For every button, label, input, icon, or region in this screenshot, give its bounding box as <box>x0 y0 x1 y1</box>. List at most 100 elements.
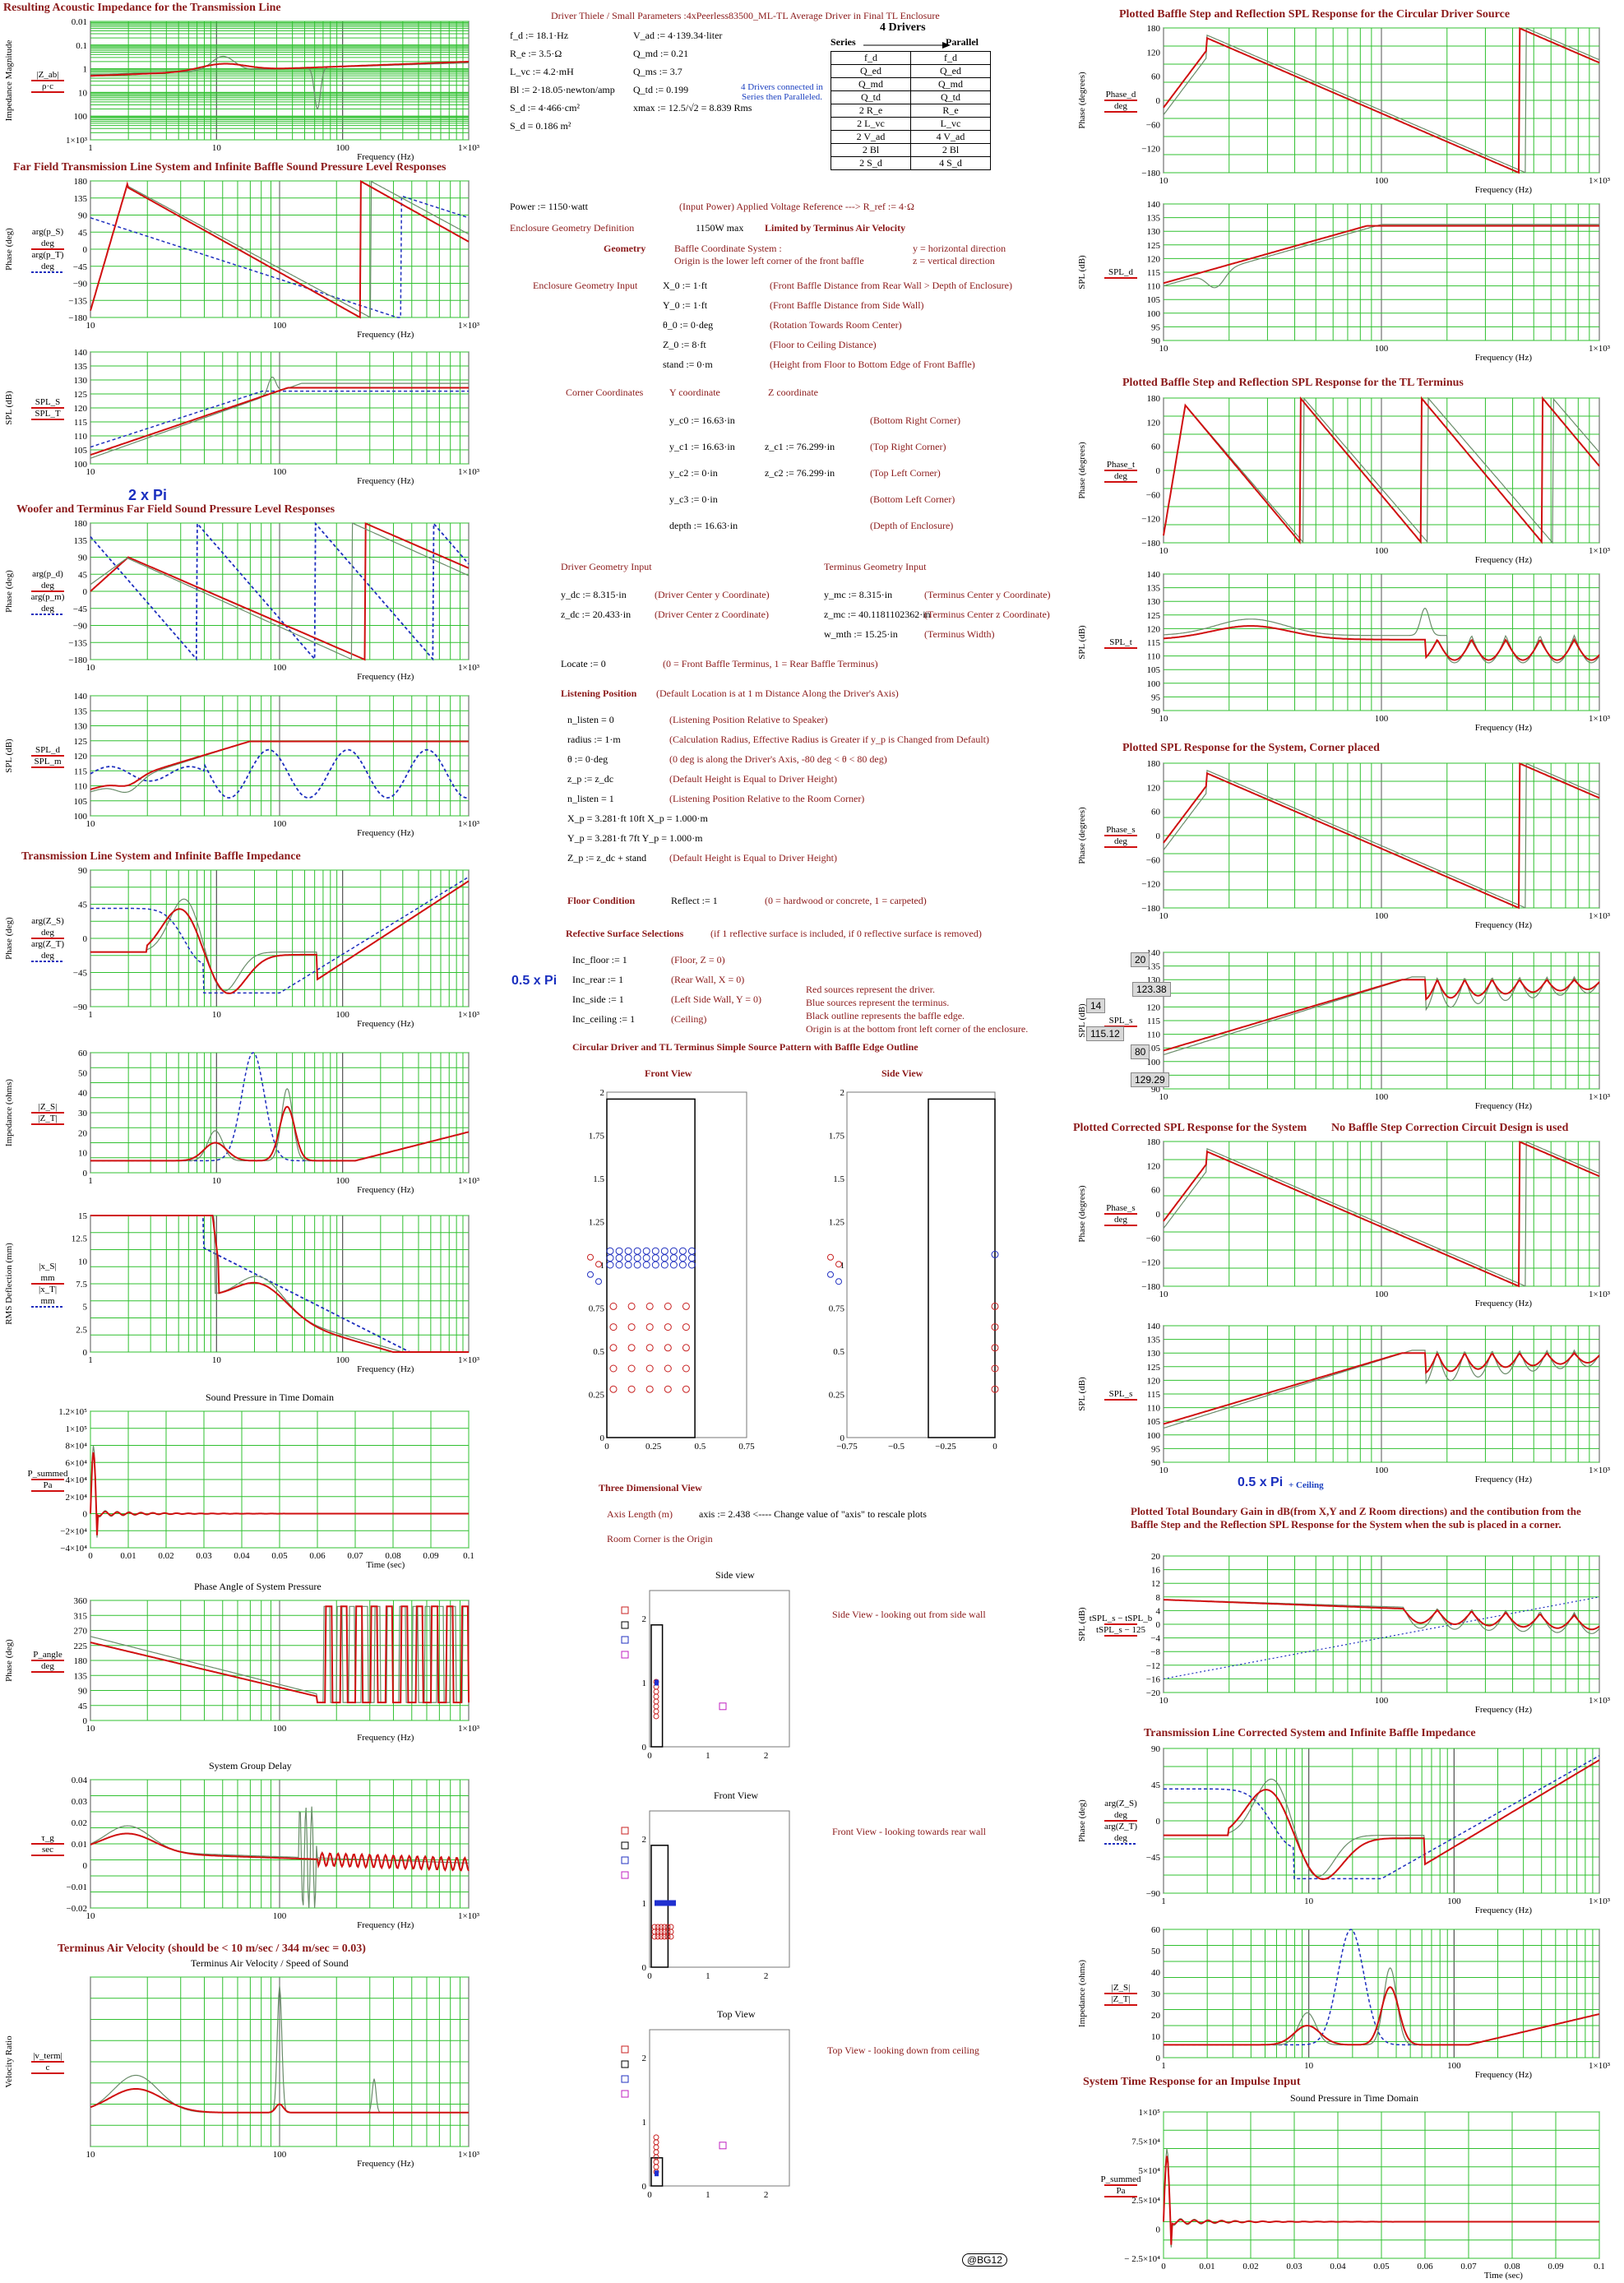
legend-entry: deg <box>41 604 54 614</box>
driver-source <box>991 1323 999 1331</box>
legend-entry: SPL_s <box>1109 1016 1133 1026</box>
y-tick-label: 130 <box>1147 227 1161 237</box>
x-tick-label: 0 <box>1161 2262 1166 2271</box>
y-axis-label: SPL (dB) <box>1077 1003 1087 1038</box>
listen-rows-cell: (0 deg is along the Driver's Axis, -80 d… <box>669 753 887 765</box>
axis-len: Axis Length (m) <box>607 1508 673 1520</box>
y-note: y = horizontal direction <box>913 243 1006 254</box>
series-line <box>90 1105 470 1162</box>
y-tick-label: 30 <box>78 1109 88 1118</box>
y-tick-label: 0 <box>642 2182 647 2192</box>
drivers-cell: 2 V_ad <box>831 130 911 144</box>
legend-entry: P_summed <box>1101 2174 1141 2184</box>
x-tick-label: 100 <box>1375 911 1389 921</box>
x-tick-label: 0 <box>604 1442 609 1452</box>
y-tick-label: 2.5 <box>76 1325 87 1335</box>
y-tick-label: 2 <box>840 1088 845 1098</box>
y-tick-label: 20 <box>1151 2011 1161 2021</box>
series-line <box>1163 1599 1600 1631</box>
y-tick-label: 100 <box>1147 1058 1161 1067</box>
params-left-cell: R_e := 3.5·Ω <box>510 48 562 59</box>
series-line <box>90 1605 470 1704</box>
section-title: Plotted Baffle Step and Reflection SPL R… <box>1122 377 1464 389</box>
series-line <box>90 876 470 994</box>
x-tick-label: 0.06 <box>309 1551 326 1561</box>
y-tick-label: 180 <box>74 1656 88 1666</box>
x-tick-label: 1 <box>1161 1896 1166 1906</box>
grid <box>1163 203 1600 341</box>
y-tick-label: 6×10⁴ <box>65 1458 87 1468</box>
x-tick-label: 1×10³ <box>458 1724 480 1734</box>
y-tick-label: 120 <box>1147 624 1161 634</box>
y-axis-label: SPL (dB) <box>1077 625 1087 660</box>
legend: |x_S|mm|x_T|mm <box>31 1262 64 1308</box>
driver-source <box>658 1924 664 1930</box>
y-tick-label: −120 <box>1141 145 1160 155</box>
chart-title: Sound Pressure in Time Domain <box>1290 2092 1419 2104</box>
y-tick-label: 8 <box>1156 1593 1161 1603</box>
legend-entry: c <box>46 2063 50 2072</box>
section-title: Woofer and Terminus Far Field Sound Pres… <box>16 503 335 516</box>
x-tick-label: 1 <box>88 1355 93 1365</box>
y-tick-label: 125 <box>74 390 88 400</box>
y-tick-label: 7.5 <box>76 1280 87 1290</box>
x-tick-label: 10 <box>86 2150 96 2160</box>
y-tick-label: −180 <box>1141 1282 1160 1292</box>
chart-title: Terminus Air Velocity / Speed of Sound <box>191 1957 349 1969</box>
x-tick-label: 0.02 <box>1242 2262 1258 2271</box>
x-tick-label: 10 <box>1159 1290 1169 1299</box>
geom-rows-cell: (Floor to Ceiling Distance) <box>770 339 877 350</box>
driver-source <box>609 1364 618 1373</box>
y-tick-label: 1.5 <box>593 1174 604 1184</box>
legend-entry: deg <box>41 262 54 271</box>
drivers-cell: 4 V_ad <box>910 130 991 144</box>
y-tick-label: 120 <box>1147 1161 1161 1171</box>
y-tick-label: 90 <box>1151 336 1161 346</box>
x-tick-label: 100 <box>335 143 349 153</box>
legend-entry: mm <box>40 1296 55 1306</box>
y-tick-label: 90 <box>1151 1458 1161 1468</box>
y-axis-label: RMS Deflection (mm) <box>4 1243 14 1325</box>
legend-entry: deg <box>1114 471 1127 481</box>
x-tick-label: 0.05 <box>271 1551 288 1561</box>
y-tick-label: 180 <box>1147 24 1161 34</box>
x-axis-label: Frequency (Hz) <box>1475 1906 1533 1915</box>
drivers-cell: 4 S_d <box>910 156 991 170</box>
driver-source <box>991 1364 999 1373</box>
params-left-cell: L_vc := 4.2·mH <box>510 66 574 77</box>
series-line <box>90 740 469 790</box>
y-tick-label: 225 <box>74 1642 88 1651</box>
driver-rows-cell: (Driver Center y Coordinate) <box>655 589 770 600</box>
y-tick-label: 0 <box>1156 1210 1161 1220</box>
side-view-3d: 0 1 2 2 1 0 <box>621 1590 790 1761</box>
y-tick-label: 180 <box>1147 759 1161 769</box>
y-tick-label: 180 <box>1147 394 1161 404</box>
drivers-cell: Q_md <box>831 77 911 91</box>
room-corner: Room Corner is the Origin <box>607 1533 713 1544</box>
series-line <box>1164 1929 1600 2046</box>
y-tick-label: 60 <box>1151 1925 1161 1935</box>
legend-entry: arg(Z_T) <box>1104 1822 1137 1831</box>
x-tick-label: 0.01 <box>120 1551 136 1561</box>
series-line <box>90 180 470 319</box>
y-tick-label: −180 <box>1141 539 1160 549</box>
value-box: 129.29 <box>1131 1072 1169 1087</box>
x-tick-label: 0.08 <box>1504 2262 1520 2271</box>
legend: |v_term|c <box>31 2051 64 2074</box>
drivers-row: 2 S_d 4 S_d <box>831 156 991 170</box>
x-tick-label: 1 <box>88 1010 93 1020</box>
x-tick-label: 10 <box>1159 911 1169 921</box>
section-title: Plotted SPL Response for the System, Cor… <box>1122 742 1380 754</box>
y-tick-label: 1.2×10⁵ <box>58 1407 87 1417</box>
y-tick-label: 7.5×10⁴ <box>1131 2137 1160 2147</box>
terminus-rows-cell: (Terminus Center y Coordinate) <box>924 589 1051 600</box>
y-tick-label: 100 <box>74 812 88 822</box>
driver-source <box>661 1924 668 1930</box>
x-tick-label: 10 <box>86 1911 96 1921</box>
drivers-cell: Q_ed <box>910 64 991 78</box>
series-line <box>1163 762 1600 910</box>
y-tick-label: 110 <box>1147 1030 1161 1040</box>
